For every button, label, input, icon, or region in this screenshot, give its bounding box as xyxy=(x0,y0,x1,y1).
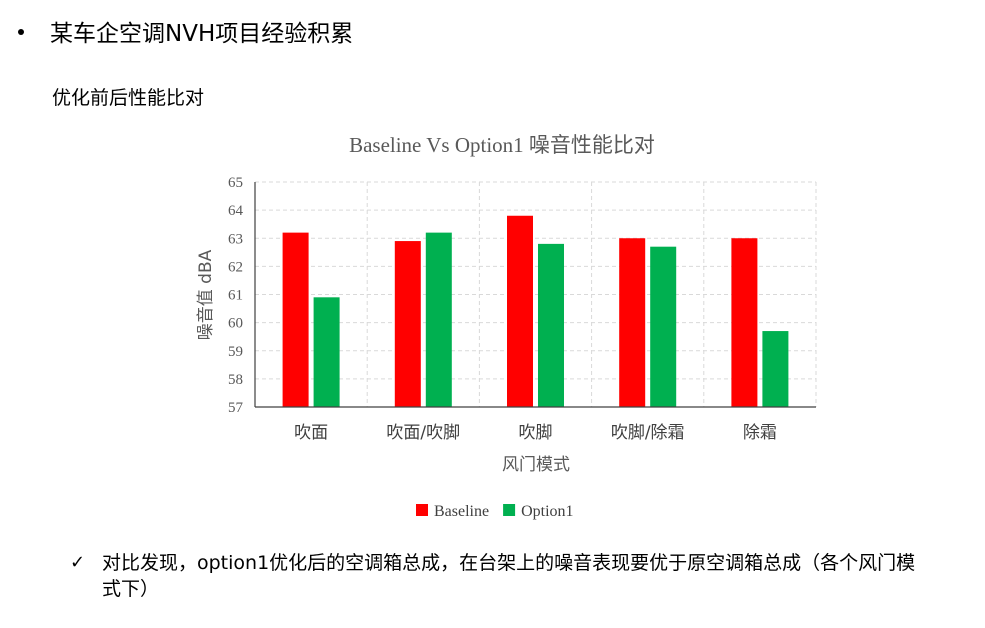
page-heading: 某车企空调NVH项目经验积累 xyxy=(50,21,354,47)
x-tick-label: 吹脚 xyxy=(519,423,553,443)
heading-row: 某车企空调NVH项目经验积累 xyxy=(18,14,353,48)
bar-baseline xyxy=(507,215,533,407)
y-tick-label: 60 xyxy=(228,316,243,332)
y-tick-label: 59 xyxy=(228,344,243,360)
y-tick-label: 63 xyxy=(228,231,243,247)
y-axis-title: 噪音值 dBA xyxy=(196,249,216,340)
bullet-icon xyxy=(18,29,24,35)
x-axis-title: 风门模式 xyxy=(502,455,570,475)
chart-legend: Baseline Option1 xyxy=(416,503,574,520)
bar-option1 xyxy=(313,297,340,407)
conclusion-text: 对比发现，option1优化后的空调箱总成，在台架上的噪音表现要优于原空调箱总成… xyxy=(102,552,916,600)
x-tick-label: 吹面/吹脚 xyxy=(386,423,460,443)
bar-baseline xyxy=(731,238,758,407)
y-tick-label: 58 xyxy=(228,372,243,388)
legend-swatch-option1 xyxy=(503,504,516,516)
page-subheading: 优化前后性能比对 xyxy=(52,87,205,109)
y-tick-label: 65 xyxy=(228,175,243,191)
chart-bars: 吹面 吹面/吹脚 吹脚 吹脚/除霜 除霜 xyxy=(282,215,789,443)
x-tick-label: 除霜 xyxy=(743,423,777,443)
y-tick-label: 61 xyxy=(228,288,243,304)
chart-grid: 57 58 59 60 61 62 63 64 65 xyxy=(228,175,817,416)
bar-option1 xyxy=(425,232,452,407)
y-tick-label: 57 xyxy=(228,400,244,416)
y-tick-label: 64 xyxy=(228,203,244,219)
legend-label-option1: Option1 xyxy=(521,503,573,520)
bar-option1 xyxy=(762,331,789,407)
bar-baseline xyxy=(394,241,421,407)
bar-option1 xyxy=(538,243,564,407)
legend-label-baseline: Baseline xyxy=(434,503,489,520)
x-tick-label: 吹脚/除霜 xyxy=(611,423,685,443)
checkmark-icon: ✓ xyxy=(70,552,86,573)
legend-swatch-baseline xyxy=(416,504,428,516)
x-tick-label: 吹面 xyxy=(294,423,328,443)
bar-chart: Baseline Vs Option1 噪音性能比对 57 58 59 60 61 62 6… xyxy=(196,133,817,520)
y-tick-label: 62 xyxy=(228,259,243,275)
bar-baseline xyxy=(619,238,646,407)
bar-option1 xyxy=(650,246,677,407)
chart-axes xyxy=(254,182,816,408)
chart-title: Baseline Vs Option1 噪音性能比对 xyxy=(349,133,655,157)
bar-baseline xyxy=(282,232,309,407)
conclusion-note: ✓ 对比发现，option1优化后的空调箱总成，在台架上的噪音表现要优于原空调箱… xyxy=(70,550,932,602)
